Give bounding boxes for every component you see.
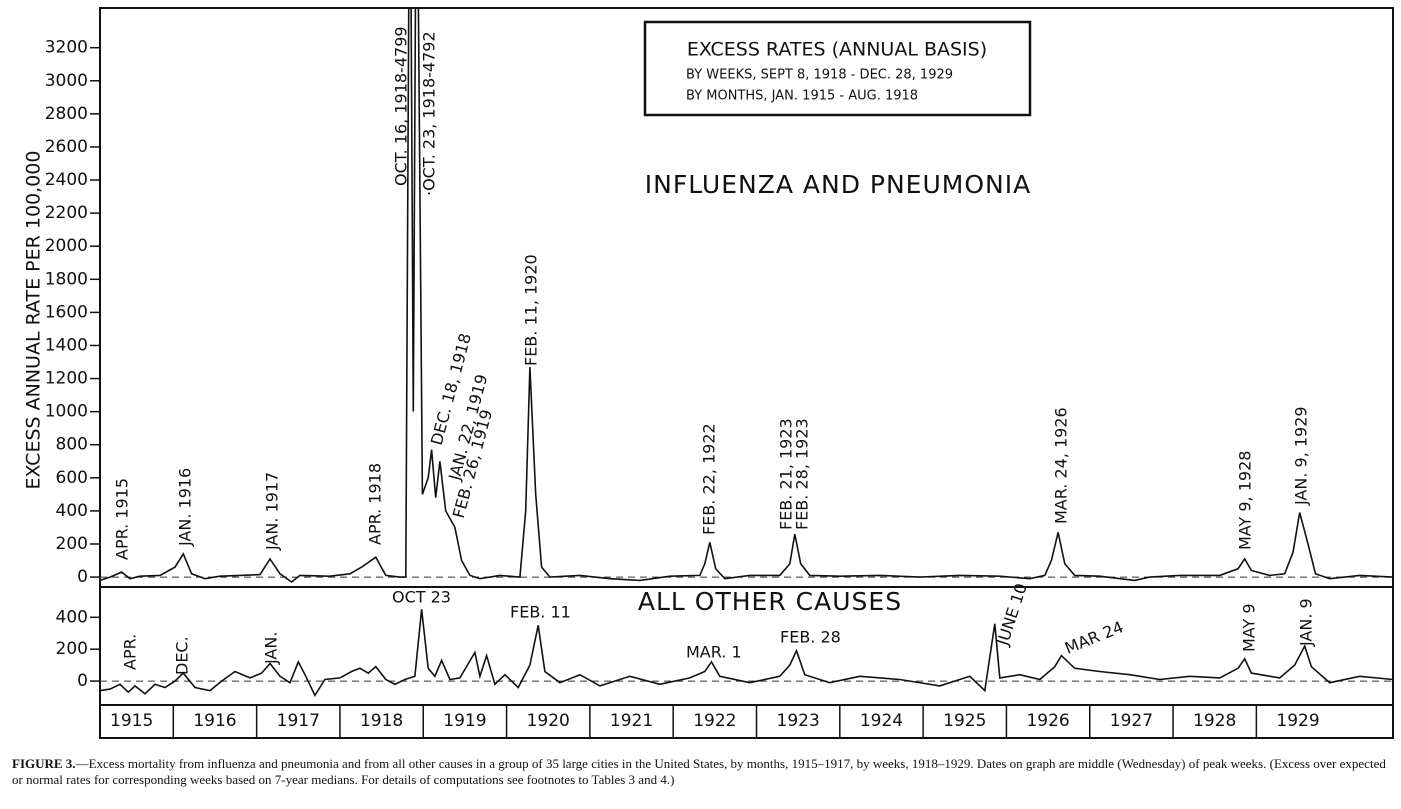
annotation: JAN. 9, 1929: [1292, 406, 1311, 506]
frame: [99, 7, 1394, 739]
annotation: FEB. 28, 1923: [793, 418, 812, 530]
annotation: JAN. 1916: [176, 468, 195, 547]
annotation: MAR. 1: [686, 643, 742, 662]
annotation: OCT 23: [392, 588, 451, 607]
y-tick-label: 1000: [45, 402, 88, 422]
caption-text: —Excess mortality from influenza and pne…: [12, 756, 1386, 787]
y-tick-label: 400: [56, 607, 88, 627]
panel-title: INFLUENZA AND PNEUMONIA: [645, 170, 1031, 199]
annotation: JAN.: [262, 632, 281, 665]
annotation: FEB. 21, 1923: [777, 418, 796, 530]
annotation: JAN. 9: [1297, 598, 1316, 647]
x-tick-label: 1917: [277, 711, 320, 731]
x-tick-label: 1916: [193, 711, 236, 731]
x-tick-label: 1925: [943, 711, 986, 731]
caption: FIGURE 3.—Excess mortality from influenz…: [12, 756, 1397, 788]
annotation: MAR 24: [1062, 617, 1126, 658]
y-tick-label: 200: [56, 534, 88, 554]
y-tick-label: 0: [77, 671, 88, 691]
y-tick-label: 1600: [45, 302, 88, 322]
x-tick-label: 1918: [360, 711, 403, 731]
annotation: FEB. 28: [780, 628, 841, 647]
legend-line: BY WEEKS, SEPT 8, 1918 - DEC. 28, 1929: [686, 68, 953, 83]
legend-line: BY MONTHS, JAN. 1915 - AUG. 1918: [686, 89, 918, 104]
x-tick-label: 1927: [1110, 711, 1153, 731]
y-tick-label: 2000: [45, 236, 88, 256]
y-tick-label: 1800: [45, 269, 88, 289]
x-tick-label: 1923: [777, 711, 820, 731]
data-line: [100, 8, 1393, 583]
y-axis-label: EXCESS ANNUAL RATE PER 100,000: [23, 151, 45, 490]
chart: EXCESS RATES (ANNUAL BASIS) BY WEEKS, SE…: [23, 7, 1394, 739]
annotation: JUNE 10: [993, 581, 1031, 649]
annotation: APR. 1918: [366, 463, 385, 545]
annotation: MAY 9, 1928: [1236, 451, 1255, 550]
data-line: [100, 609, 1393, 698]
y-tick-label: 400: [56, 501, 88, 521]
annotation: FEB. 22, 1922: [700, 423, 719, 535]
annotation: DEC.: [173, 636, 192, 675]
annotation: OCT. 16, 1918-4799: [392, 26, 411, 186]
x-tick-label: 1919: [443, 711, 486, 731]
y-tick-label: 2800: [45, 104, 88, 124]
annotation: JAN. 1917: [263, 472, 282, 551]
annotation: FEB. 11, 1920: [522, 254, 541, 366]
annotation: APR. 1915: [113, 478, 132, 560]
y-tick-label: 2200: [45, 203, 88, 223]
y-tick-label: 1200: [45, 369, 88, 389]
annotation: FEB. 11: [510, 603, 571, 622]
y-tick-label: 2600: [45, 137, 88, 157]
y-tick-label: 600: [56, 468, 88, 488]
y-tick-label: 3000: [45, 71, 88, 91]
x-tick-label: 1915: [110, 711, 153, 731]
y-tick-label: 3200: [45, 38, 88, 58]
x-tick-label: 1926: [1026, 711, 1069, 731]
annotation: ·OCT. 23, 1918-4792: [420, 31, 439, 196]
x-tick-label: 1921: [610, 711, 653, 731]
annotation: APR.: [121, 634, 140, 670]
y-tick-label: 1400: [45, 335, 88, 355]
figure-label: FIGURE 3.: [12, 756, 76, 771]
x-tick-label: 1920: [527, 711, 570, 731]
y-tick-label: 800: [56, 435, 88, 455]
annotation: MAR. 24, 1926: [1052, 407, 1071, 524]
y-tick-label: 200: [56, 639, 88, 659]
y-tick-label: 0: [77, 567, 88, 587]
panel-title: ALL OTHER CAUSES: [638, 587, 902, 616]
legend-title: EXCESS RATES (ANNUAL BASIS): [687, 39, 987, 61]
annotation: MAY 9: [1240, 603, 1259, 652]
x-tick-label: 1922: [693, 711, 736, 731]
x-tick-label: 1924: [860, 711, 903, 731]
x-tick-label: 1928: [1193, 711, 1236, 731]
y-tick-label: 2400: [45, 170, 88, 190]
legend-box: [643, 20, 1032, 117]
x-tick-label: 1929: [1276, 711, 1319, 731]
